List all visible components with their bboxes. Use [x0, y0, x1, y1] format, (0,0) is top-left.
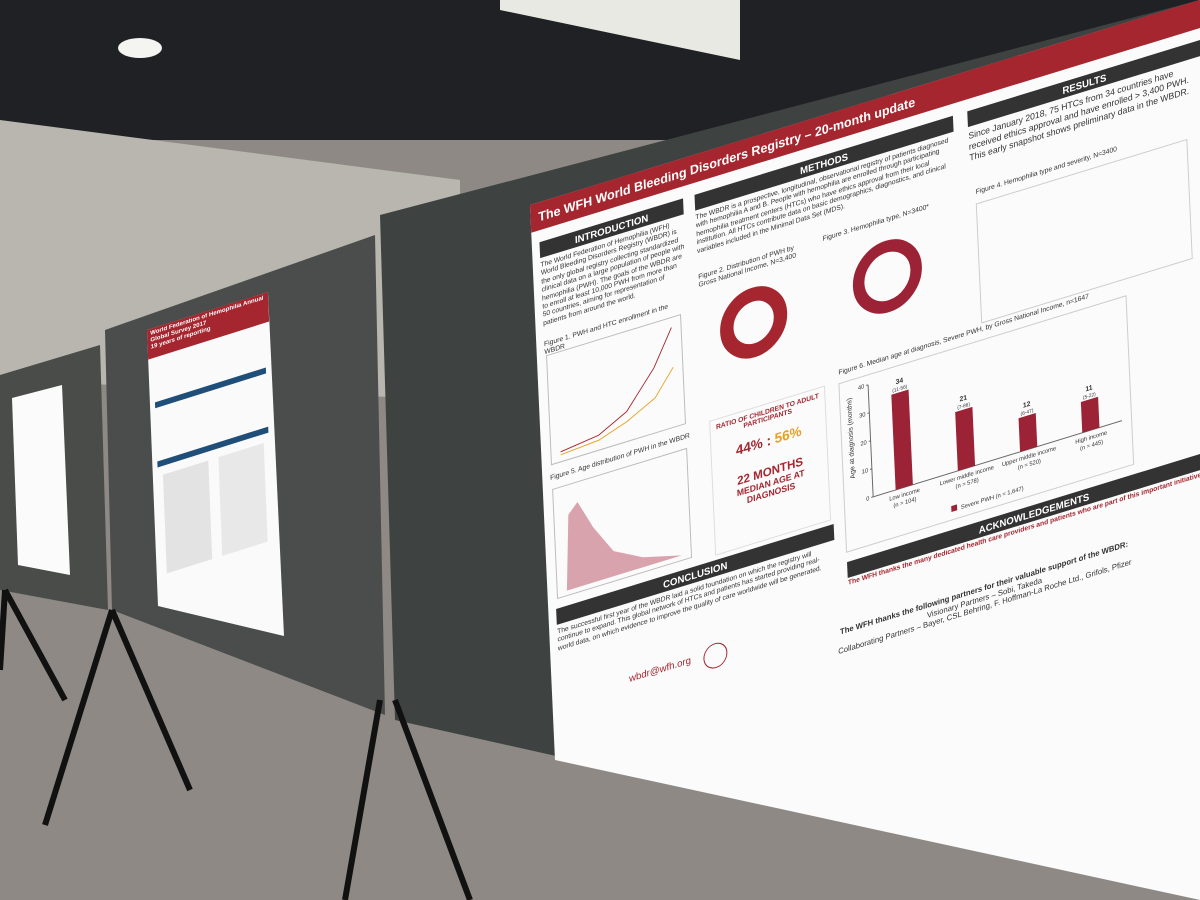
- y-tick-label: 40: [858, 384, 865, 392]
- section-bar: [539, 198, 684, 259]
- figure-frame: [552, 447, 693, 600]
- section-bar: [694, 115, 954, 211]
- bar: [1080, 396, 1100, 433]
- poster-header: [147, 291, 270, 360]
- bar: [891, 389, 913, 490]
- data-label: 34: [896, 377, 904, 386]
- panel: [218, 443, 268, 556]
- range-label: (7-86): [957, 401, 970, 411]
- y-tick-label: 30: [859, 412, 866, 420]
- poster-header: [530, 0, 1200, 233]
- section-bar: [967, 39, 1200, 128]
- figure-frame: [975, 138, 1193, 324]
- y-tick-label: 10: [862, 468, 869, 476]
- data-label: 21: [959, 394, 967, 403]
- info-box: [709, 385, 832, 556]
- legend-swatch: [951, 504, 958, 513]
- figure-frame: [546, 314, 686, 466]
- axis: [867, 384, 874, 497]
- bar: [1018, 412, 1038, 452]
- section-bar: [847, 447, 1200, 578]
- section-bar: [556, 523, 835, 625]
- y-axis-label: Age at diagnosis (months): [846, 397, 856, 480]
- figure-line: [560, 366, 674, 456]
- poster: [12, 385, 70, 575]
- y-tick-label: 0: [866, 496, 870, 503]
- section-bar: [157, 426, 269, 468]
- figure-frame: [838, 295, 1135, 553]
- figure-line: [560, 327, 672, 453]
- data-label: 11: [1085, 384, 1093, 393]
- ratio-adults: 56%: [774, 422, 802, 447]
- ceiling-light: [500, 0, 740, 60]
- range-label: (6-47): [1021, 408, 1034, 418]
- data-label: 12: [1023, 401, 1031, 410]
- logo: [703, 642, 728, 669]
- range-label: (5-22): [1083, 391, 1096, 401]
- bar: [955, 406, 976, 471]
- ceiling-light: [118, 38, 162, 58]
- histogram: [566, 501, 682, 591]
- axis: [873, 420, 1122, 498]
- easel: [0, 588, 473, 900]
- left-poster-content: World Federation of Hemophilia Annual Gl…: [147, 291, 270, 574]
- y-tick-label: 20: [860, 440, 867, 448]
- donut: [852, 239, 922, 314]
- ratio-children: 44%: [735, 434, 764, 459]
- poster: [530, 0, 1200, 900]
- range-label: (11-56): [892, 384, 908, 395]
- donut: [720, 286, 788, 359]
- section-bar: [154, 367, 267, 409]
- panel: [162, 460, 213, 574]
